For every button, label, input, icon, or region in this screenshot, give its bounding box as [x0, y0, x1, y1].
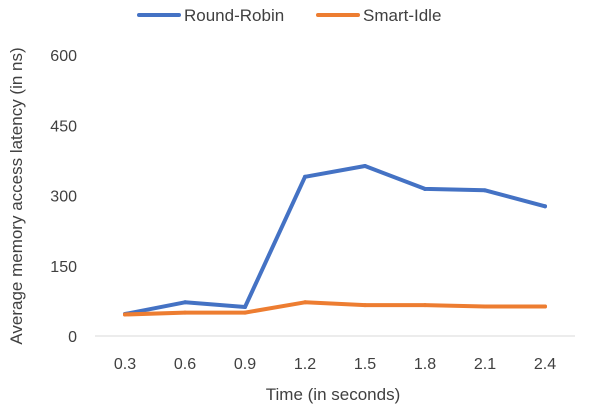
data-point-round-robin: [303, 174, 307, 179]
x-tick-label: 1.2: [294, 356, 316, 373]
y-tick-label: 150: [50, 259, 77, 276]
legend-item-round-robin: Round-Robin: [137, 6, 284, 25]
data-point-smart-idle: [243, 310, 247, 315]
data-point-smart-idle: [483, 304, 487, 309]
data-point-smart-idle: [303, 300, 307, 305]
data-point-smart-idle: [183, 310, 187, 315]
data-point-round-robin: [363, 163, 367, 168]
legend-label-smart-idle: Smart-Idle: [363, 6, 441, 25]
legend-item-smart-idle: Smart-Idle: [316, 6, 441, 25]
series-line-round-robin: [123, 164, 547, 316]
x-tick-label: 0.6: [174, 356, 196, 373]
x-tick-label: 1.5: [354, 356, 376, 373]
data-point-smart-idle: [363, 303, 367, 308]
data-point-round-robin: [423, 186, 427, 191]
x-axis-title: Time (in seconds): [266, 385, 400, 404]
y-tick-label: 300: [50, 189, 77, 206]
tick-label-layer: 0 150 300 450 600 0.3 0.6 0.9 1.2 1.5 1.8 2.1 2.4: [50, 48, 556, 373]
data-point-round-robin: [183, 300, 187, 305]
data-point-round-robin: [483, 188, 487, 193]
x-tick-label: 2.1: [474, 356, 496, 373]
legend: Round-Robin Smart-Idle: [137, 6, 441, 25]
data-point-smart-idle: [423, 303, 427, 308]
data-point-smart-idle: [123, 312, 127, 317]
x-tick-label: 1.8: [414, 356, 436, 373]
x-tick-label: 0.3: [114, 356, 136, 373]
series-line-smart-idle: [123, 300, 547, 317]
data-point-round-robin: [243, 304, 247, 309]
y-tick-label: 0: [68, 329, 77, 346]
x-tick-label: 2.4: [534, 356, 556, 373]
y-axis-title: Average memory access latency (in ns): [7, 47, 26, 344]
y-tick-label: 600: [50, 48, 77, 65]
legend-label-round-robin: Round-Robin: [184, 6, 284, 25]
data-point-smart-idle: [543, 304, 547, 309]
series-layer: [123, 163, 547, 317]
x-tick-label: 0.9: [234, 356, 256, 373]
y-tick-label: 450: [50, 118, 77, 135]
data-point-round-robin: [543, 204, 547, 209]
